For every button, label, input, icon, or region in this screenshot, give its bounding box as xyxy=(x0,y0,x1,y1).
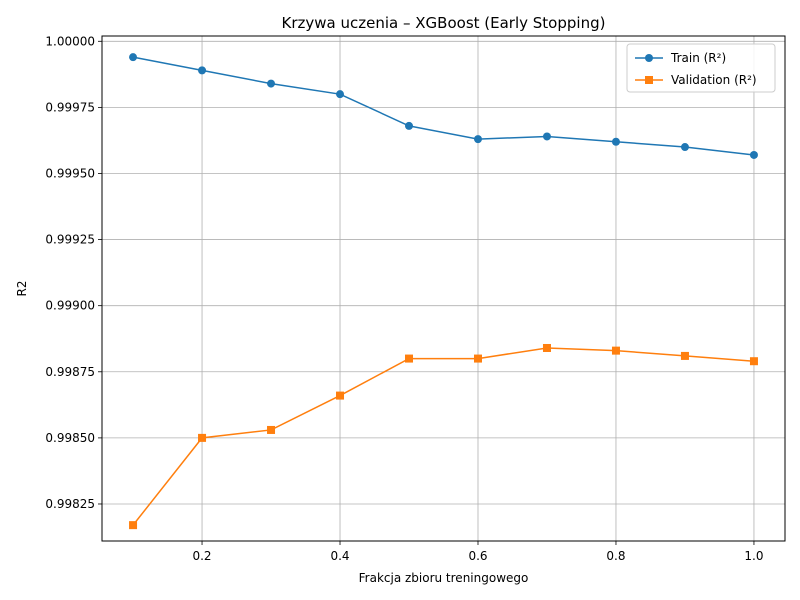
tick-layer: 0.2 0.4 0.6 0.8 1.0 0.99825 0.99850 0.99875 0.99… xyxy=(45,34,763,563)
data-point xyxy=(542,132,551,141)
x-axis-label: Frakcja zbioru treningowego xyxy=(359,571,529,585)
data-point xyxy=(405,121,414,130)
data-point xyxy=(267,79,276,88)
data-point xyxy=(473,135,482,144)
y-tick-label: 0.99950 xyxy=(45,166,95,180)
y-tick-label: 0.99925 xyxy=(45,233,95,247)
data-point xyxy=(405,354,414,363)
x-tick-label: 0.8 xyxy=(606,549,625,563)
series-layer xyxy=(129,53,758,530)
data-point xyxy=(680,143,689,152)
y-axis-label: R2 xyxy=(15,281,29,297)
x-tick-label: 1.0 xyxy=(744,549,763,563)
y-tick-label: 1.00000 xyxy=(45,34,95,48)
y-tick-label: 0.99900 xyxy=(45,299,95,313)
data-point xyxy=(542,343,551,352)
data-point xyxy=(129,53,138,62)
x-tick-label: 0.4 xyxy=(330,549,349,563)
x-tick-label: 0.6 xyxy=(468,549,487,563)
data-point xyxy=(473,354,482,363)
plot-frame xyxy=(101,35,786,542)
legend-label: Validation (R²) xyxy=(671,73,757,87)
data-point xyxy=(198,433,207,442)
legend-marker xyxy=(645,76,653,84)
legend-item: Validation (R²) xyxy=(635,73,757,87)
data-point xyxy=(749,150,758,159)
legend-box xyxy=(626,43,776,93)
data-point xyxy=(611,346,620,355)
grid-layer xyxy=(102,36,785,541)
data-point xyxy=(611,137,620,146)
y-tick-label: 0.99850 xyxy=(45,431,95,445)
series-validation xyxy=(129,343,758,530)
y-tick-label: 0.99975 xyxy=(45,100,95,114)
data-point xyxy=(336,391,345,400)
x-tick-label: 0.2 xyxy=(192,549,211,563)
legend: Train (R²) Validation (R²) xyxy=(626,43,776,93)
y-tick-label: 0.99875 xyxy=(45,365,95,379)
data-point xyxy=(198,66,207,75)
y-tick-label: 0.99825 xyxy=(45,497,95,511)
data-point xyxy=(267,425,276,434)
series-line xyxy=(132,347,755,526)
legend-marker xyxy=(645,54,653,62)
chart-title: Krzywa uczenia – XGBoost (Early Stopping… xyxy=(282,14,606,32)
data-point xyxy=(680,351,689,360)
legend-label: Train (R²) xyxy=(670,51,726,65)
data-point xyxy=(336,90,345,99)
series-train xyxy=(129,53,758,159)
data-point xyxy=(129,521,138,530)
legend-item: Train (R²) xyxy=(635,51,726,65)
data-point xyxy=(749,357,758,366)
series-line xyxy=(132,56,755,156)
